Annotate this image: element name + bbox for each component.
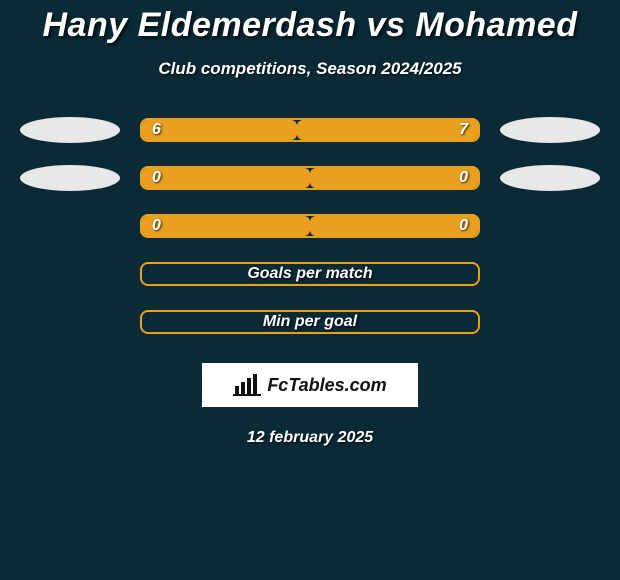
- stat-left-value: 0: [152, 217, 161, 235]
- player-right-ellipse: [500, 117, 600, 143]
- page-title: Hany Eldemerdash vs Mohamed: [0, 6, 620, 45]
- infographic-date: 12 february 2025: [0, 429, 620, 447]
- stat-fill-right: [310, 168, 478, 188]
- stat-fill-left: [142, 120, 297, 140]
- stat-right-value: 0: [459, 169, 468, 187]
- stat-fill-left: [142, 168, 310, 188]
- stats-container: 6Matches7 0Goals0 0Hattricks0 Goals per mat…: [0, 117, 620, 335]
- stat-bar: Goals per match: [140, 262, 480, 286]
- stat-bar: 0Goals0: [140, 166, 480, 190]
- stat-label: Goals per match: [142, 265, 478, 283]
- stat-right-value: 7: [459, 121, 468, 139]
- stat-row: 6Matches7: [0, 117, 620, 143]
- player-left-ellipse: [20, 165, 120, 191]
- stat-bar: 6Matches7: [140, 118, 480, 142]
- player-left-ellipse: [20, 117, 120, 143]
- bar-chart-icon: [233, 374, 261, 396]
- stat-fill-right: [297, 120, 478, 140]
- stat-fill-right: [310, 216, 478, 236]
- stat-row: Min per goal: [0, 309, 620, 335]
- stat-row: 0Hattricks0: [0, 213, 620, 239]
- player-right-ellipse: [500, 165, 600, 191]
- stat-bar: Min per goal: [140, 310, 480, 334]
- brand-logo: FcTables.com: [202, 363, 418, 407]
- stat-left-value: 6: [152, 121, 161, 139]
- brand-name: FcTables.com: [267, 375, 386, 396]
- stat-row: Goals per match: [0, 261, 620, 287]
- season-subtitle: Club competitions, Season 2024/2025: [0, 59, 620, 79]
- stat-bar: 0Hattricks0: [140, 214, 480, 238]
- stat-row: 0Goals0: [0, 165, 620, 191]
- stat-right-value: 0: [459, 217, 468, 235]
- stat-fill-left: [142, 216, 310, 236]
- stat-label: Min per goal: [142, 313, 478, 331]
- stat-left-value: 0: [152, 169, 161, 187]
